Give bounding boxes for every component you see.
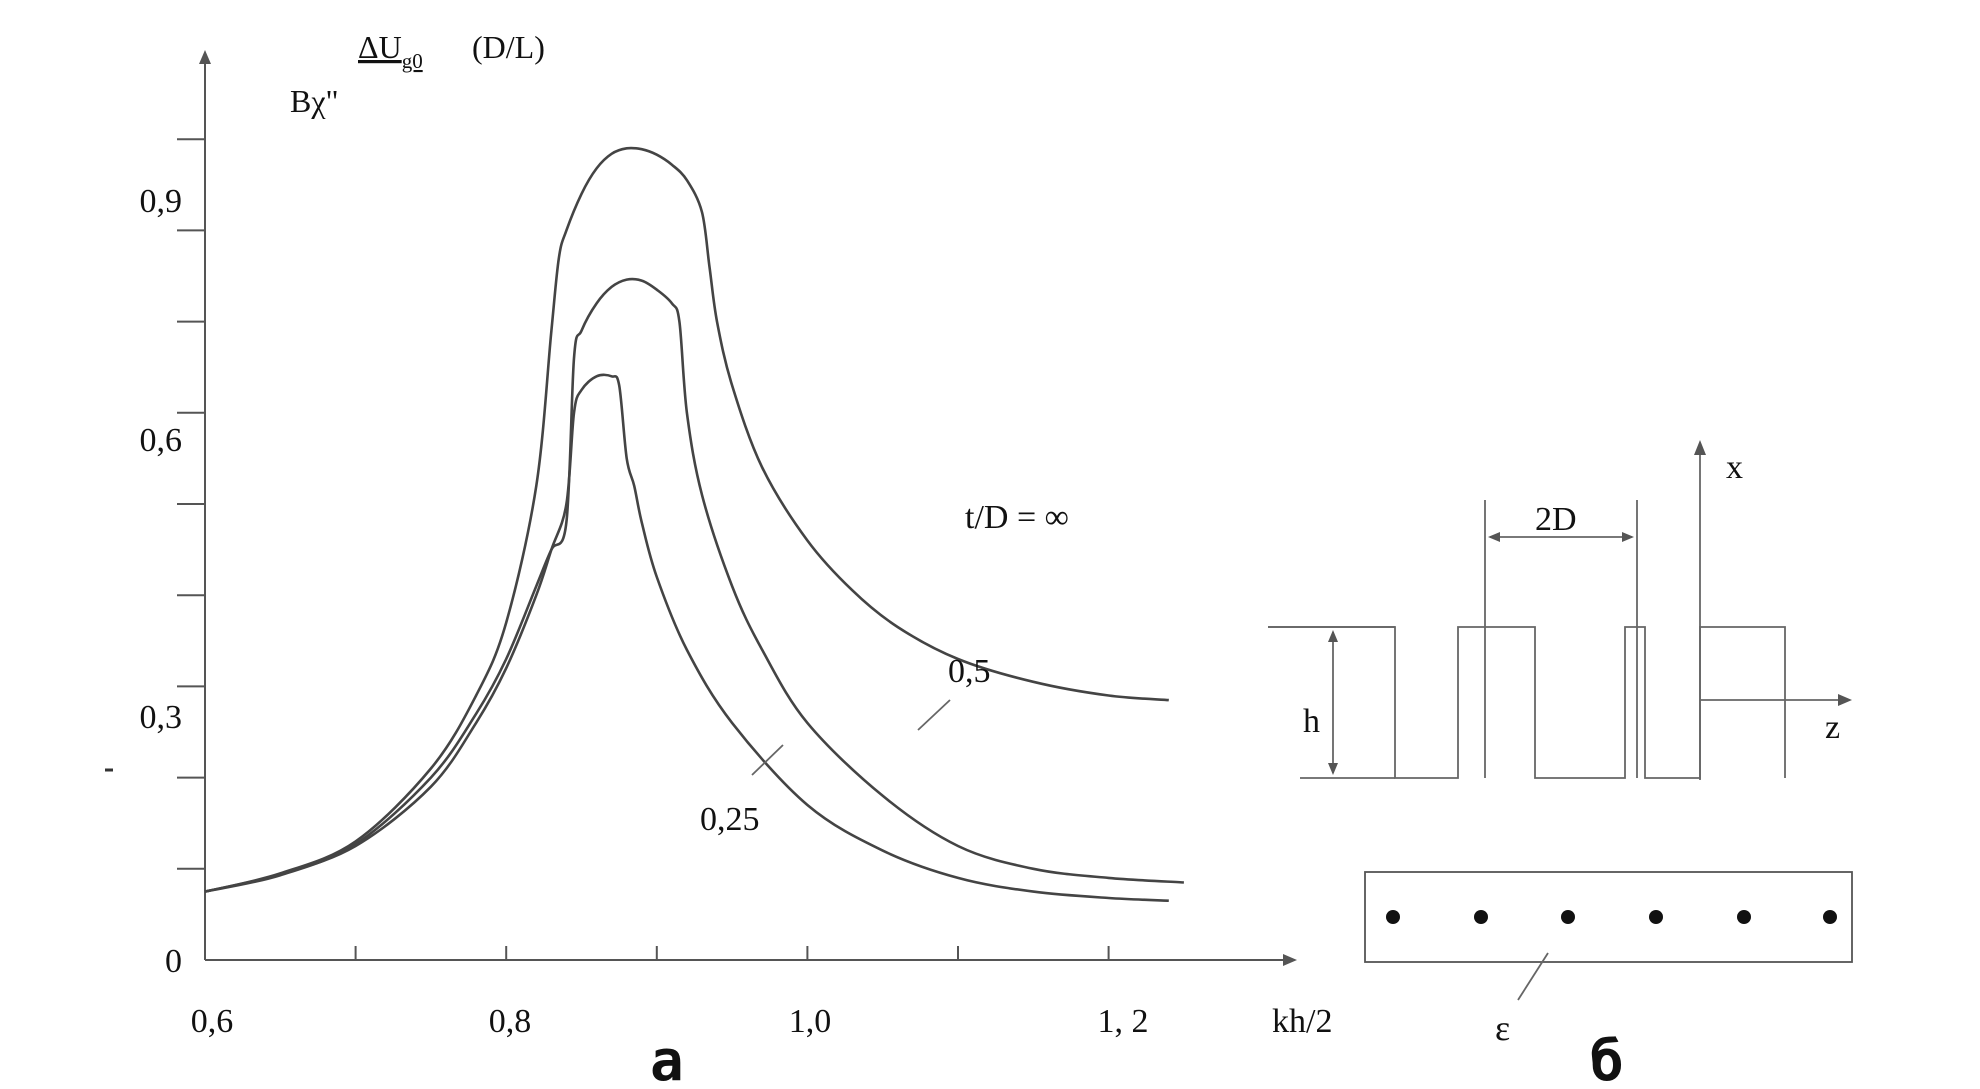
panel-label-b: б xyxy=(1590,1029,1624,1089)
tick-labels: 0,6 0,8 1,0 1, 2 0 0,3 0,6 0,9 xyxy=(140,183,1149,1040)
curve-t-inf xyxy=(204,146,1169,893)
y-label-delta: ΔU xyxy=(358,29,402,65)
schematic-z-arrow xyxy=(1838,694,1852,706)
axis-ticks xyxy=(177,138,1110,960)
y-axis-arrow xyxy=(199,50,211,64)
x-label: kh/2 xyxy=(1272,1003,1332,1040)
chart: 0,6 0,8 1,0 1, 2 0 0,3 0,6 0,9 Bχ" ΔUg0 … xyxy=(105,29,1332,1089)
y-label-main: ΔUg0 xyxy=(358,29,423,73)
schematic-x-label: x xyxy=(1726,449,1743,486)
schematic-z-label: z xyxy=(1825,709,1840,746)
layer-dot xyxy=(1737,910,1751,924)
height-arrow-top xyxy=(1328,630,1338,642)
layer-dot xyxy=(1823,910,1837,924)
layer-dot xyxy=(1649,910,1663,924)
y-label-subscript: g0 xyxy=(402,49,423,73)
y-tick-label: 0,6 xyxy=(140,422,183,459)
curves xyxy=(204,146,1184,902)
layer-dot xyxy=(1386,910,1400,924)
width-arrow-left xyxy=(1488,532,1500,542)
x-tick-label: 1,0 xyxy=(789,1003,832,1040)
grating-profile xyxy=(1268,626,1786,779)
layer-leader xyxy=(1517,952,1549,1001)
series-leader-05 xyxy=(917,699,951,731)
x-tick-label: 0,8 xyxy=(489,1003,532,1040)
y-label-prefix: Bχ" xyxy=(290,83,339,119)
curve-0-5 xyxy=(204,277,1184,893)
y-label-suffix: (D/L) xyxy=(472,29,545,65)
series-label-05: 0,5 xyxy=(948,653,991,690)
width-arrow-right xyxy=(1622,532,1634,542)
dielectric-layer xyxy=(1364,871,1853,963)
schematic-x-arrow xyxy=(1694,440,1706,455)
y-tick-label: 0 xyxy=(165,943,182,980)
x-tick-label: 0,6 xyxy=(191,1003,234,1040)
series-label-025: 0,25 xyxy=(700,801,760,838)
width-label: 2D xyxy=(1535,501,1577,538)
height-label: h xyxy=(1303,703,1320,740)
y-tick-label: 0,3 xyxy=(140,699,183,736)
curve-0-25 xyxy=(204,373,1169,902)
y-tick-label: 0,9 xyxy=(140,183,183,220)
layer-dot xyxy=(1474,910,1488,924)
panel-label-a: а xyxy=(650,1029,684,1089)
x-tick-label: 1, 2 xyxy=(1098,1003,1149,1040)
series-leader-025 xyxy=(751,744,784,776)
x-axis-arrow xyxy=(1283,954,1297,966)
series-label-inf: t/D = ∞ xyxy=(965,499,1069,536)
height-arrow-bottom xyxy=(1328,763,1338,775)
layer-label: ε xyxy=(1495,1008,1510,1048)
schematic: x z 2D h ε б xyxy=(1268,440,1853,1089)
layer-dot xyxy=(1561,910,1575,924)
